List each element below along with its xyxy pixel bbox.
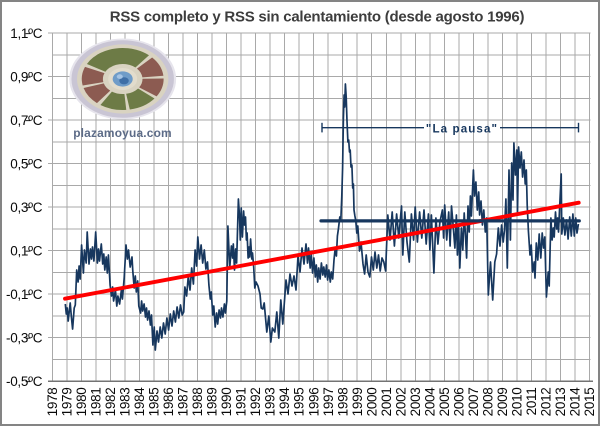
svg-text:1982: 1982 bbox=[103, 388, 118, 417]
svg-text:2004: 2004 bbox=[422, 387, 437, 417]
svg-text:2000: 2000 bbox=[364, 388, 379, 417]
svg-text:RSS completo y RSS sin calenta: RSS completo y RSS sin calentamiento (de… bbox=[110, 9, 525, 26]
svg-text:1986: 1986 bbox=[161, 388, 176, 417]
svg-text:2009: 2009 bbox=[495, 388, 510, 417]
svg-text:1996: 1996 bbox=[306, 388, 321, 417]
svg-text:2010: 2010 bbox=[510, 388, 525, 417]
svg-text:2006: 2006 bbox=[451, 388, 466, 417]
svg-text:1990: 1990 bbox=[219, 388, 234, 417]
svg-text:1995: 1995 bbox=[292, 388, 307, 417]
svg-text:1979: 1979 bbox=[59, 388, 74, 417]
svg-text:2013: 2013 bbox=[553, 388, 568, 417]
svg-text:2008: 2008 bbox=[481, 388, 496, 417]
svg-text:-0,1ºC: -0,1ºC bbox=[6, 287, 43, 302]
svg-text:2005: 2005 bbox=[437, 388, 452, 417]
svg-text:1987: 1987 bbox=[176, 388, 191, 417]
svg-text:2011: 2011 bbox=[524, 388, 539, 416]
svg-text:2015: 2015 bbox=[582, 388, 597, 417]
svg-text:1989: 1989 bbox=[205, 388, 220, 417]
svg-text:1984: 1984 bbox=[132, 387, 147, 417]
svg-text:-0,5ºC: -0,5ºC bbox=[6, 374, 43, 389]
svg-text:plazamoyua.com: plazamoyua.com bbox=[73, 126, 172, 140]
svg-text:1998: 1998 bbox=[335, 388, 350, 417]
svg-text:1994: 1994 bbox=[277, 387, 292, 417]
svg-text:1991: 1991 bbox=[234, 388, 249, 417]
svg-text:2003: 2003 bbox=[408, 388, 423, 417]
svg-text:2002: 2002 bbox=[393, 388, 408, 417]
svg-text:2007: 2007 bbox=[466, 388, 481, 417]
svg-text:1993: 1993 bbox=[263, 388, 278, 417]
svg-text:1999: 1999 bbox=[350, 388, 365, 417]
svg-text:1981: 1981 bbox=[88, 388, 103, 417]
svg-text:-0,3ºC: -0,3ºC bbox=[6, 330, 43, 345]
svg-text:2001: 2001 bbox=[379, 388, 394, 417]
svg-text:1992: 1992 bbox=[248, 388, 263, 417]
svg-text:2014: 2014 bbox=[568, 387, 583, 417]
svg-text:1980: 1980 bbox=[74, 388, 89, 417]
svg-text:1988: 1988 bbox=[190, 388, 205, 417]
svg-text:1978: 1978 bbox=[45, 388, 60, 417]
svg-text:1983: 1983 bbox=[118, 388, 133, 417]
svg-text:1997: 1997 bbox=[321, 388, 336, 417]
svg-text:2012: 2012 bbox=[539, 388, 554, 417]
svg-text:"La pausa": "La pausa" bbox=[426, 123, 498, 136]
svg-text:1985: 1985 bbox=[147, 388, 162, 417]
